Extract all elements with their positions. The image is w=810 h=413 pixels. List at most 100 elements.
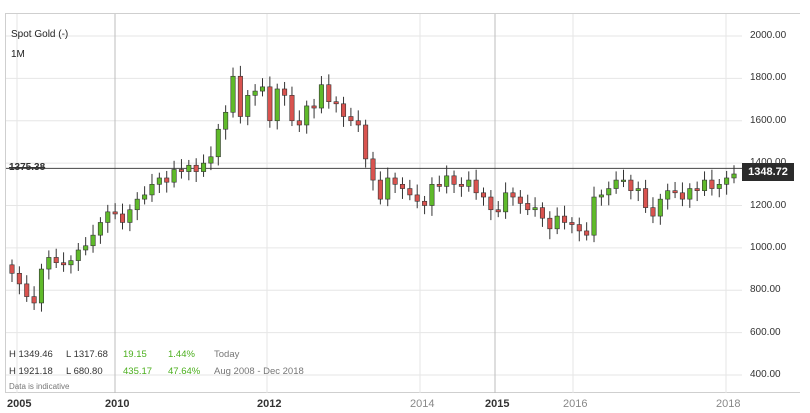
candle-body xyxy=(451,175,457,185)
candle-body xyxy=(731,173,737,179)
candle-body xyxy=(613,179,619,189)
candle-body xyxy=(709,179,715,189)
candle-body xyxy=(134,198,140,211)
candle-body xyxy=(665,190,671,200)
candle-body xyxy=(643,188,649,208)
candle-body xyxy=(142,194,148,200)
candle-body xyxy=(112,211,118,215)
candle-body xyxy=(156,177,162,185)
candle-body xyxy=(311,105,317,109)
candle-body xyxy=(252,90,258,96)
y-tick-label: 600.00 xyxy=(750,326,781,338)
candle-body xyxy=(97,222,103,236)
period-label[interactable]: 1M xyxy=(11,49,25,60)
y-tick-label: 2000.00 xyxy=(750,30,787,41)
disclaimer: Data is indicative xyxy=(9,382,70,391)
candle-body xyxy=(245,95,251,117)
y-tick-label: 800.00 xyxy=(750,284,781,296)
candle-body xyxy=(61,262,67,266)
candle-body xyxy=(495,209,501,213)
candle-body xyxy=(377,179,383,200)
candle-body xyxy=(83,245,89,251)
candle-body xyxy=(569,222,575,225)
candle-body xyxy=(363,124,369,160)
candle-body xyxy=(348,116,354,122)
candle-body xyxy=(687,188,693,200)
candle-body xyxy=(724,177,730,185)
candle-body xyxy=(444,175,450,187)
x-tick-label: 2005 xyxy=(7,398,32,410)
x-tick-label: 2015 xyxy=(485,398,510,410)
candle-body xyxy=(90,234,96,247)
candle-body xyxy=(547,217,553,230)
candle-body xyxy=(672,190,678,194)
candle-body xyxy=(503,192,509,213)
candle-body xyxy=(510,192,516,198)
candle-body xyxy=(606,188,612,196)
instrument-name[interactable]: Spot Gold (-) xyxy=(11,29,69,40)
last-price-badge: 1348.72 xyxy=(742,163,794,181)
candle-body xyxy=(562,215,568,223)
x-tick-label: 2014 xyxy=(410,398,435,410)
candle-body xyxy=(164,177,170,183)
candle-body xyxy=(458,184,464,187)
candle-body xyxy=(628,179,634,191)
candle-body xyxy=(525,203,531,211)
candle-body xyxy=(341,103,347,117)
y-tick-label: 1000.00 xyxy=(750,241,787,253)
candle-body xyxy=(46,257,52,270)
candle-body xyxy=(68,260,74,266)
candle-body xyxy=(75,249,81,261)
candle-body xyxy=(407,188,413,196)
candle-body xyxy=(201,162,207,172)
stat-high-range: H 1921.18 xyxy=(9,366,53,377)
candle-body xyxy=(105,211,111,223)
candle-body xyxy=(16,272,22,285)
candle-body xyxy=(480,192,487,198)
candle-body xyxy=(488,196,494,211)
candle-body xyxy=(414,194,420,202)
candle-body xyxy=(318,84,324,109)
reference-line-label: 1375.38 xyxy=(9,162,46,173)
x-tick-label: 2018 xyxy=(716,398,741,410)
candle-body xyxy=(370,158,376,181)
candle-body xyxy=(267,86,273,122)
candle-body xyxy=(230,75,236,113)
candle-body xyxy=(422,200,428,206)
candle-body xyxy=(517,196,523,204)
candle-body xyxy=(326,84,332,102)
candle-body xyxy=(24,283,30,297)
stat-pct-range: 47.64% xyxy=(168,366,201,377)
candle-body xyxy=(31,296,37,304)
candle-body xyxy=(598,194,604,198)
y-tick-label: 1600.00 xyxy=(750,114,787,126)
candle-body xyxy=(657,198,663,217)
stat-range-today: Today xyxy=(214,349,240,360)
candle-body xyxy=(171,169,177,183)
candle-body xyxy=(532,207,538,211)
candle-body xyxy=(296,120,302,126)
candle-body xyxy=(53,257,59,264)
x-tick-label: 2016 xyxy=(563,398,588,410)
chart-frame xyxy=(5,13,800,393)
candle-body xyxy=(355,120,361,126)
stat-change-range: 435.17 xyxy=(123,366,153,377)
candle-body xyxy=(38,268,44,304)
x-tick-label: 2012 xyxy=(257,398,282,410)
y-tick-label: 1400.00 xyxy=(750,157,787,169)
candle-body xyxy=(215,128,221,158)
candle-body xyxy=(282,88,288,96)
candle-body xyxy=(120,213,126,223)
candle-body xyxy=(584,230,590,236)
candle-body xyxy=(650,207,656,217)
candle-body xyxy=(178,169,184,172)
candle-body xyxy=(591,196,597,236)
candle-body xyxy=(193,164,199,172)
candle-body xyxy=(539,207,545,219)
stat-low-range: L 680.80 xyxy=(66,366,103,377)
y-tick-label: 1800.00 xyxy=(750,72,787,84)
candle-body xyxy=(237,75,243,117)
stat-change-today: 19.15 xyxy=(123,349,147,360)
x-tick-label: 2010 xyxy=(105,398,130,410)
